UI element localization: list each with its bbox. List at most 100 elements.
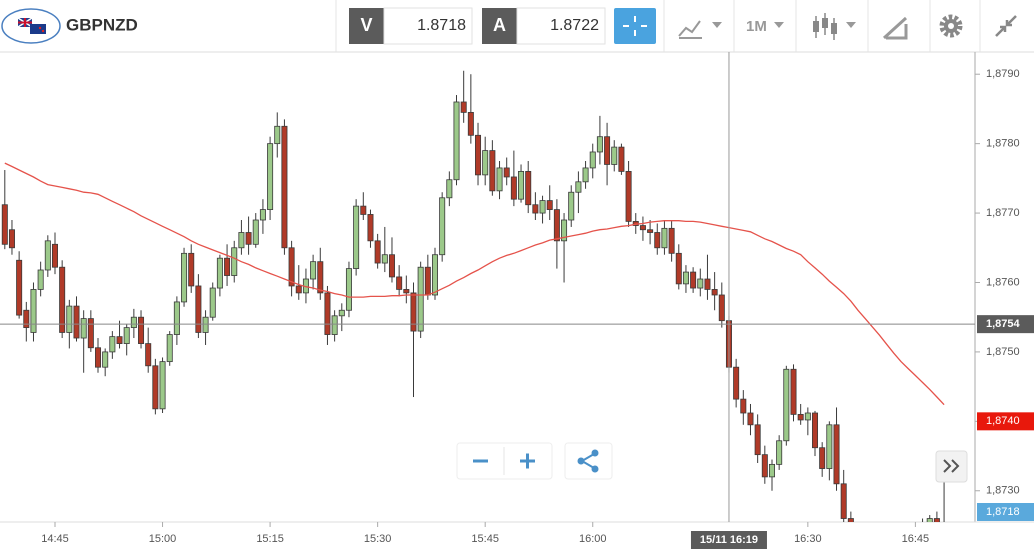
candle-body xyxy=(611,146,618,165)
crosshair-button-bg xyxy=(614,8,656,44)
candle-body xyxy=(181,252,188,303)
share-button[interactable] xyxy=(564,442,613,480)
candle-body xyxy=(245,232,252,245)
candle-body xyxy=(568,191,575,221)
last-price-box xyxy=(977,503,1034,521)
candle-body xyxy=(718,294,725,322)
candle-body xyxy=(238,232,245,249)
symbol-name: GBPNZD xyxy=(66,15,138,34)
candle-body xyxy=(518,171,525,200)
collapse-button[interactable] xyxy=(995,15,1017,37)
candle-body xyxy=(761,454,768,478)
flag-nz xyxy=(30,24,46,34)
candle-body xyxy=(152,365,159,410)
zoom-in-button[interactable] xyxy=(520,453,535,469)
candle-body xyxy=(267,143,274,210)
candle-body xyxy=(790,368,797,415)
candle-body xyxy=(933,518,940,522)
timeframe-label: 1M xyxy=(746,18,767,35)
candle-body xyxy=(525,171,532,206)
share-dot xyxy=(577,457,585,465)
dropdown-caret xyxy=(774,22,784,28)
candle-body xyxy=(331,315,338,335)
buy-button[interactable]: A 1.8722 xyxy=(482,7,606,45)
x-tick-label: 15:15 xyxy=(256,533,284,545)
candle-body xyxy=(833,424,840,485)
candle-body xyxy=(188,252,195,287)
sell-label-box xyxy=(349,8,384,44)
settings-button[interactable] xyxy=(939,14,963,38)
candle-body xyxy=(690,271,697,289)
gear-hole xyxy=(948,23,954,29)
candle-body xyxy=(353,205,360,270)
candle-body xyxy=(396,276,403,290)
candle-body xyxy=(740,398,747,414)
candle-body xyxy=(891,550,896,554)
candle-body xyxy=(8,229,15,249)
line-chart-icon xyxy=(678,20,702,39)
candle-body xyxy=(202,316,209,333)
candle-body xyxy=(431,254,438,296)
chart-type-button[interactable] xyxy=(678,20,722,39)
buy-label-box xyxy=(482,8,517,44)
candle-body xyxy=(274,125,281,145)
symbol-selector[interactable]: GBPNZD xyxy=(1,8,138,44)
candle-body xyxy=(446,179,453,199)
candle-body xyxy=(87,318,94,349)
flag-nz-star xyxy=(41,29,45,33)
candle-body xyxy=(324,292,331,335)
dropdown-caret xyxy=(846,22,856,28)
y-tick-label: 1,8770 xyxy=(986,207,1020,219)
x-tick-label: 16:00 xyxy=(579,533,607,545)
candle-body xyxy=(73,305,80,339)
ma-value-label: 1,8740 xyxy=(986,415,1020,427)
candle-body xyxy=(51,243,58,268)
scroll-to-end-button[interactable] xyxy=(935,450,968,483)
crosshair-button[interactable] xyxy=(614,8,656,44)
candle-body xyxy=(173,301,180,335)
candle-body xyxy=(453,101,460,181)
candle-body xyxy=(582,167,589,183)
candle-body xyxy=(539,200,546,214)
candle-body xyxy=(826,424,833,469)
candle-body xyxy=(625,171,632,222)
crosshair-time-label: 15/11 16:19 xyxy=(700,534,758,546)
candle-body xyxy=(381,254,388,264)
candle-body xyxy=(467,111,474,136)
candle-body xyxy=(231,247,238,276)
candle-body xyxy=(675,252,682,285)
candle-body xyxy=(496,167,503,192)
gear-teeth xyxy=(939,14,963,38)
candle-body xyxy=(439,197,446,256)
candle-body xyxy=(697,278,704,289)
y-tick-label: 1,8790 xyxy=(986,68,1020,80)
candles-icon-body xyxy=(813,21,819,32)
flag-nz-star xyxy=(38,26,42,30)
candle-body xyxy=(59,266,66,333)
candle-body xyxy=(130,316,137,329)
candle-body xyxy=(776,440,783,465)
share-dot xyxy=(591,449,599,457)
candle-body xyxy=(711,289,718,296)
candle-body xyxy=(109,336,116,353)
candle-body xyxy=(604,136,611,165)
candle-style-button[interactable] xyxy=(813,13,856,40)
x-tick-label: 14:45 xyxy=(41,533,69,545)
candle-body xyxy=(310,261,317,280)
candle-body xyxy=(37,269,44,290)
candle-body xyxy=(288,247,295,287)
candle-body xyxy=(489,150,496,192)
scroll-button-bg xyxy=(935,450,968,483)
candle-body xyxy=(95,347,102,368)
candle-body xyxy=(804,412,811,421)
timeframe-button[interactable]: 1M xyxy=(746,18,784,35)
candle-body xyxy=(16,259,23,316)
drawing-tools-button[interactable] xyxy=(882,16,908,40)
candle-body xyxy=(102,351,109,368)
candle-body xyxy=(1,204,8,245)
crosshair-price-label: 1,8754 xyxy=(986,318,1021,330)
candle-body xyxy=(195,285,202,333)
candle-body xyxy=(424,266,431,296)
sell-button[interactable]: V 1.8718 xyxy=(349,7,473,45)
